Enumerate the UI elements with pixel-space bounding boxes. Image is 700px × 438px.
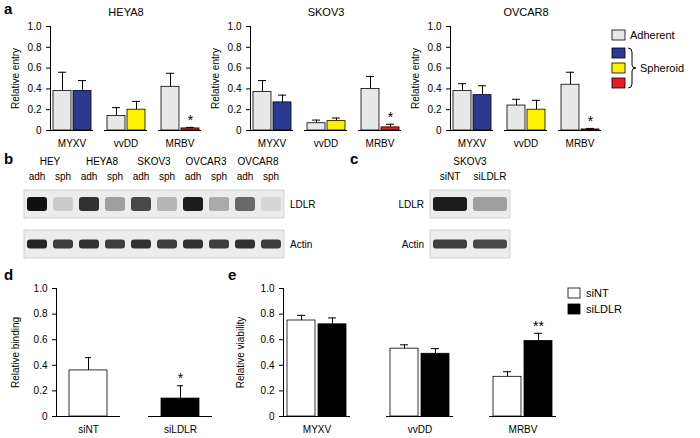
svg-text:0.2: 0.2 [34, 385, 48, 396]
svg-text:siNT: siNT [586, 287, 609, 299]
svg-text:*: * [388, 109, 394, 125]
svg-text:0: 0 [436, 125, 442, 136]
svg-text:0.2: 0.2 [28, 104, 42, 115]
svg-text:0.4: 0.4 [261, 360, 275, 371]
html-text:e: e [228, 266, 237, 283]
svg-text:adh: adh [81, 171, 98, 182]
svg-text:0.4: 0.4 [428, 83, 442, 94]
svg-text:vvDD: vvDD [314, 138, 338, 149]
svg-text:0.4: 0.4 [28, 83, 42, 94]
svg-text:MRBV: MRBV [166, 138, 195, 149]
svg-text:adh: adh [29, 171, 46, 182]
html-text:b: b [4, 150, 14, 167]
svg-text:0: 0 [269, 411, 275, 422]
svg-text:0.8: 0.8 [34, 308, 48, 319]
svg-text:Relative viability: Relative viability [235, 317, 246, 389]
svg-text:0.8: 0.8 [228, 42, 242, 53]
svg-text:*: * [588, 113, 594, 129]
svg-text:0.8: 0.8 [28, 42, 42, 53]
svg-text:HEYA8: HEYA8 [86, 156, 118, 167]
svg-text:Relative entry: Relative entry [10, 48, 21, 109]
svg-text:0.2: 0.2 [228, 104, 242, 115]
html-text:SKOV3: SKOV3 [307, 6, 345, 18]
svg-text:SKOV3: SKOV3 [453, 156, 487, 167]
svg-text:MYXV: MYXV [58, 138, 87, 149]
svg-text:adh: adh [133, 171, 150, 182]
svg-text:Relative entry: Relative entry [410, 48, 421, 109]
svg-text:MRBV: MRBV [366, 138, 395, 149]
svg-text:1.0: 1.0 [428, 21, 442, 32]
svg-text:Relative binding: Relative binding [10, 317, 21, 388]
svg-text:0.6: 0.6 [28, 62, 42, 73]
svg-text:Adherent: Adherent [630, 29, 675, 41]
svg-text:0.6: 0.6 [261, 334, 275, 345]
svg-text:0: 0 [36, 125, 42, 136]
svg-text:siLDLR: siLDLR [164, 424, 197, 435]
svg-text:vvDD: vvDD [514, 138, 538, 149]
html-text:a: a [4, 0, 13, 17]
svg-text:MYXV: MYXV [458, 138, 487, 149]
svg-text:0.8: 0.8 [261, 308, 275, 319]
html-text:OVCAR8: OVCAR8 [503, 6, 549, 18]
html-text:c: c [350, 150, 359, 167]
svg-text:HEY: HEY [40, 156, 61, 167]
svg-text:1.0: 1.0 [261, 283, 275, 294]
svg-text:**: ** [533, 318, 544, 334]
svg-text:Actin: Actin [290, 239, 312, 250]
svg-text:sph: sph [263, 171, 279, 182]
svg-text:0.4: 0.4 [34, 360, 48, 371]
svg-text:1.0: 1.0 [28, 21, 42, 32]
svg-text:LDLR: LDLR [398, 199, 424, 210]
svg-text:sph: sph [211, 171, 227, 182]
svg-text:0.6: 0.6 [428, 62, 442, 73]
svg-text:sph: sph [107, 171, 123, 182]
svg-text:vvDD: vvDD [114, 138, 138, 149]
svg-text:*: * [178, 370, 184, 386]
svg-text:siNT: siNT [440, 171, 461, 182]
svg-text:sph: sph [55, 171, 71, 182]
svg-text:*: * [188, 112, 194, 128]
svg-text:0.2: 0.2 [261, 385, 275, 396]
svg-text:1.0: 1.0 [228, 21, 242, 32]
svg-text:Actin: Actin [402, 239, 424, 250]
html-text:HEYA8: HEYA8 [108, 6, 144, 18]
svg-text:MRBV: MRBV [509, 424, 538, 435]
svg-text:0: 0 [236, 125, 242, 136]
svg-text:1.0: 1.0 [34, 283, 48, 294]
svg-text:siLDLR: siLDLR [586, 303, 622, 315]
svg-text:0.8: 0.8 [428, 42, 442, 53]
svg-text:Spheroid: Spheroid [640, 62, 684, 74]
svg-text:vvDD: vvDD [408, 424, 432, 435]
svg-text:OVCAR8: OVCAR8 [237, 156, 279, 167]
svg-text:0.4: 0.4 [228, 83, 242, 94]
svg-text:Relative entry: Relative entry [210, 48, 221, 109]
svg-text:adh: adh [237, 171, 254, 182]
svg-text:adh: adh [185, 171, 202, 182]
svg-text:siNT: siNT [78, 424, 99, 435]
svg-text:0.6: 0.6 [34, 334, 48, 345]
svg-text:0.2: 0.2 [428, 104, 442, 115]
svg-text:sph: sph [159, 171, 175, 182]
svg-text:SKOV3: SKOV3 [137, 156, 171, 167]
svg-text:MYXV: MYXV [258, 138, 287, 149]
svg-text:MRBV: MRBV [566, 138, 595, 149]
svg-text:MYXV: MYXV [303, 424, 332, 435]
svg-text:siLDLR: siLDLR [474, 171, 507, 182]
svg-text:0.6: 0.6 [228, 62, 242, 73]
svg-text:LDLR: LDLR [290, 199, 316, 210]
svg-text:0: 0 [42, 411, 48, 422]
svg-text:OVCAR3: OVCAR3 [185, 156, 227, 167]
html-text:d: d [4, 266, 14, 283]
